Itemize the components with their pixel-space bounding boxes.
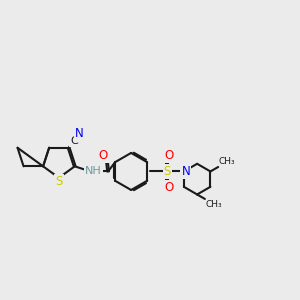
Text: C: C: [70, 136, 78, 146]
Text: O: O: [164, 181, 173, 194]
Text: NH: NH: [85, 166, 102, 176]
Text: S: S: [55, 175, 63, 188]
Text: CH₃: CH₃: [206, 200, 222, 209]
Text: O: O: [99, 149, 108, 162]
Text: O: O: [164, 149, 173, 162]
Text: N: N: [182, 165, 190, 178]
Text: N: N: [75, 127, 84, 140]
Text: S: S: [164, 165, 171, 178]
Text: CH₃: CH₃: [219, 157, 236, 166]
